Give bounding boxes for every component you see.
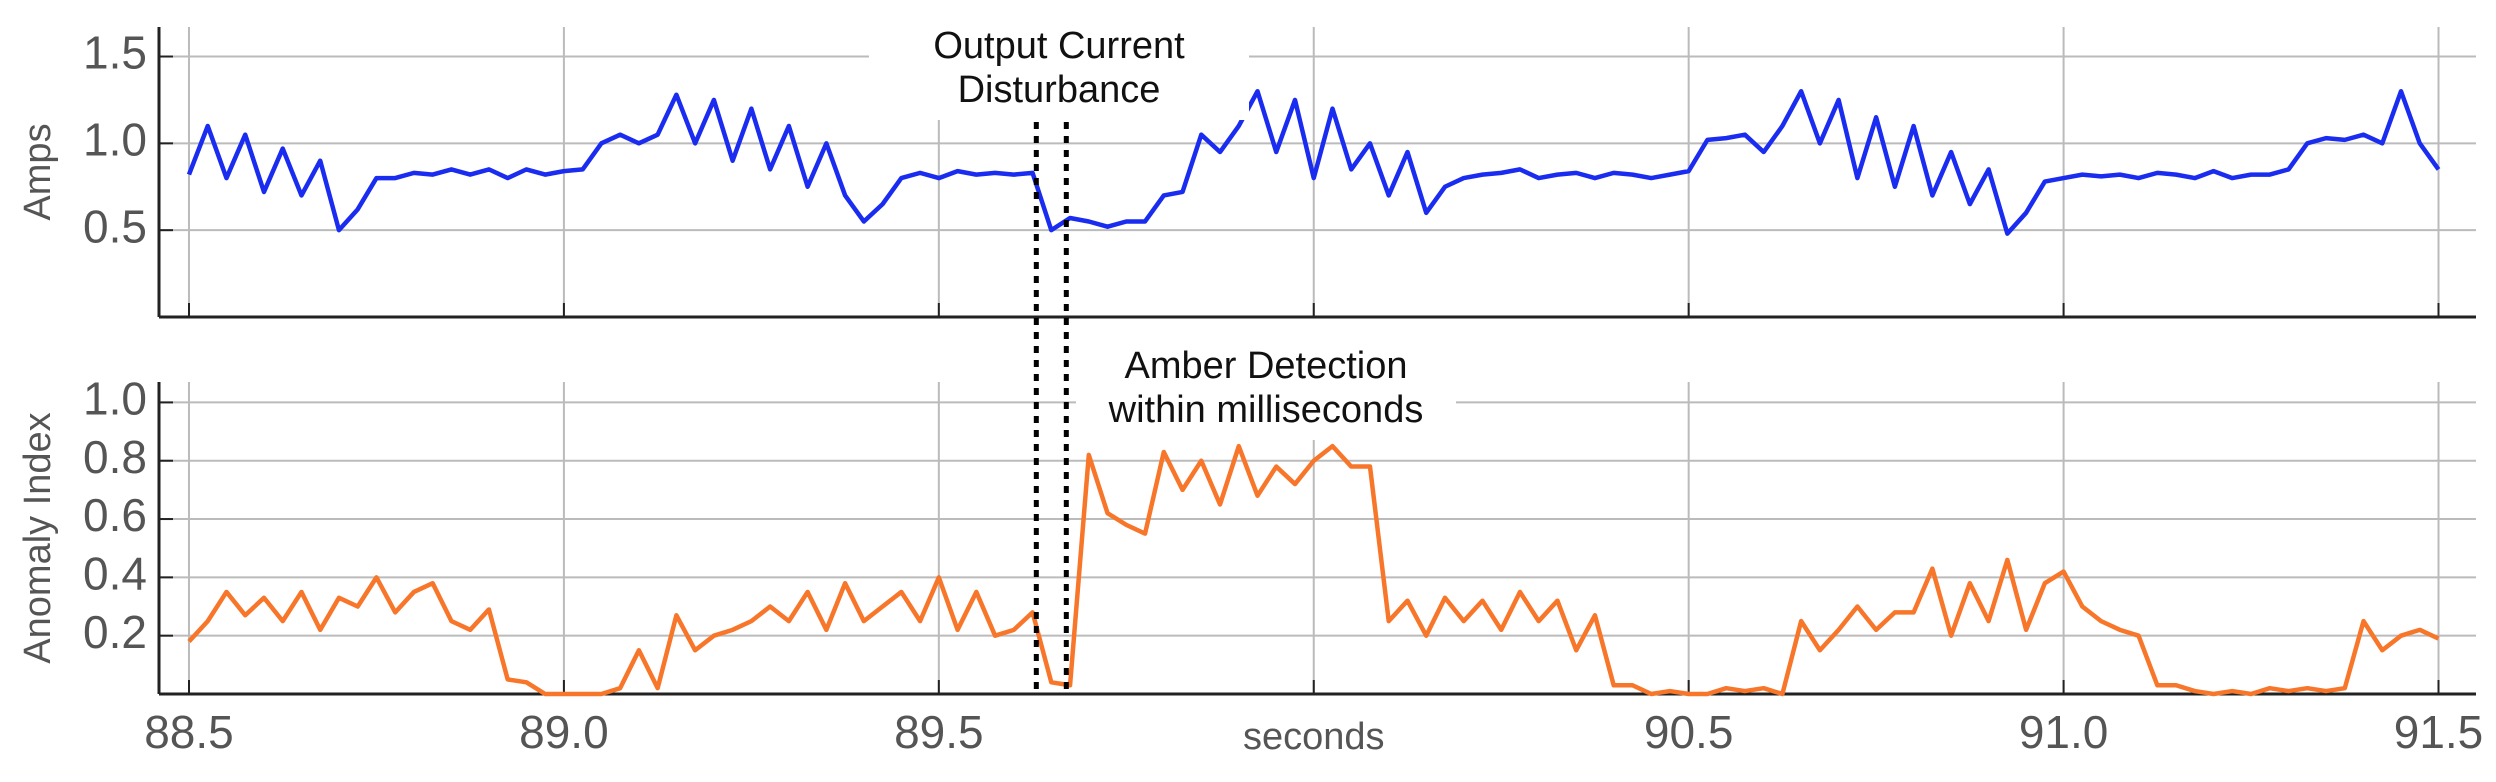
annotation-bg: [1076, 340, 1456, 440]
x-tick-label: 89.0: [519, 706, 609, 758]
annotation-bg: [869, 20, 1249, 120]
y-tick-label: 0.4: [83, 548, 147, 600]
x-tick-label: 89.5: [894, 706, 984, 758]
annotation: Amber Detection: [1124, 345, 1407, 387]
y-tick-label: 0.6: [83, 489, 147, 541]
y-tick-label: 0.8: [83, 431, 147, 483]
data-line: [186, 89, 2441, 236]
x-tick-label: 90.5: [1644, 706, 1734, 758]
x-tick-label: 91.5: [2394, 706, 2484, 758]
data-line: [187, 443, 2440, 697]
x-axis-label: seconds: [1243, 716, 1385, 758]
y-tick-label: 0.5: [83, 200, 147, 252]
y-axis-label: Anomaly Index: [17, 412, 59, 663]
y-tick-label: 1.0: [83, 373, 147, 425]
x-tick-label: 91.0: [2019, 706, 2109, 758]
y-tick-label: 1.5: [83, 27, 147, 79]
annotation: Output Current: [933, 25, 1185, 67]
y-tick-label: 0.2: [83, 606, 147, 658]
x-tick-label: 88.5: [144, 706, 234, 758]
annotation: Disturbance: [958, 69, 1161, 111]
y-tick-label: 1.0: [83, 114, 147, 166]
annotation: within milliseconds: [1108, 389, 1424, 431]
y-axis-label: Amps: [17, 123, 59, 220]
